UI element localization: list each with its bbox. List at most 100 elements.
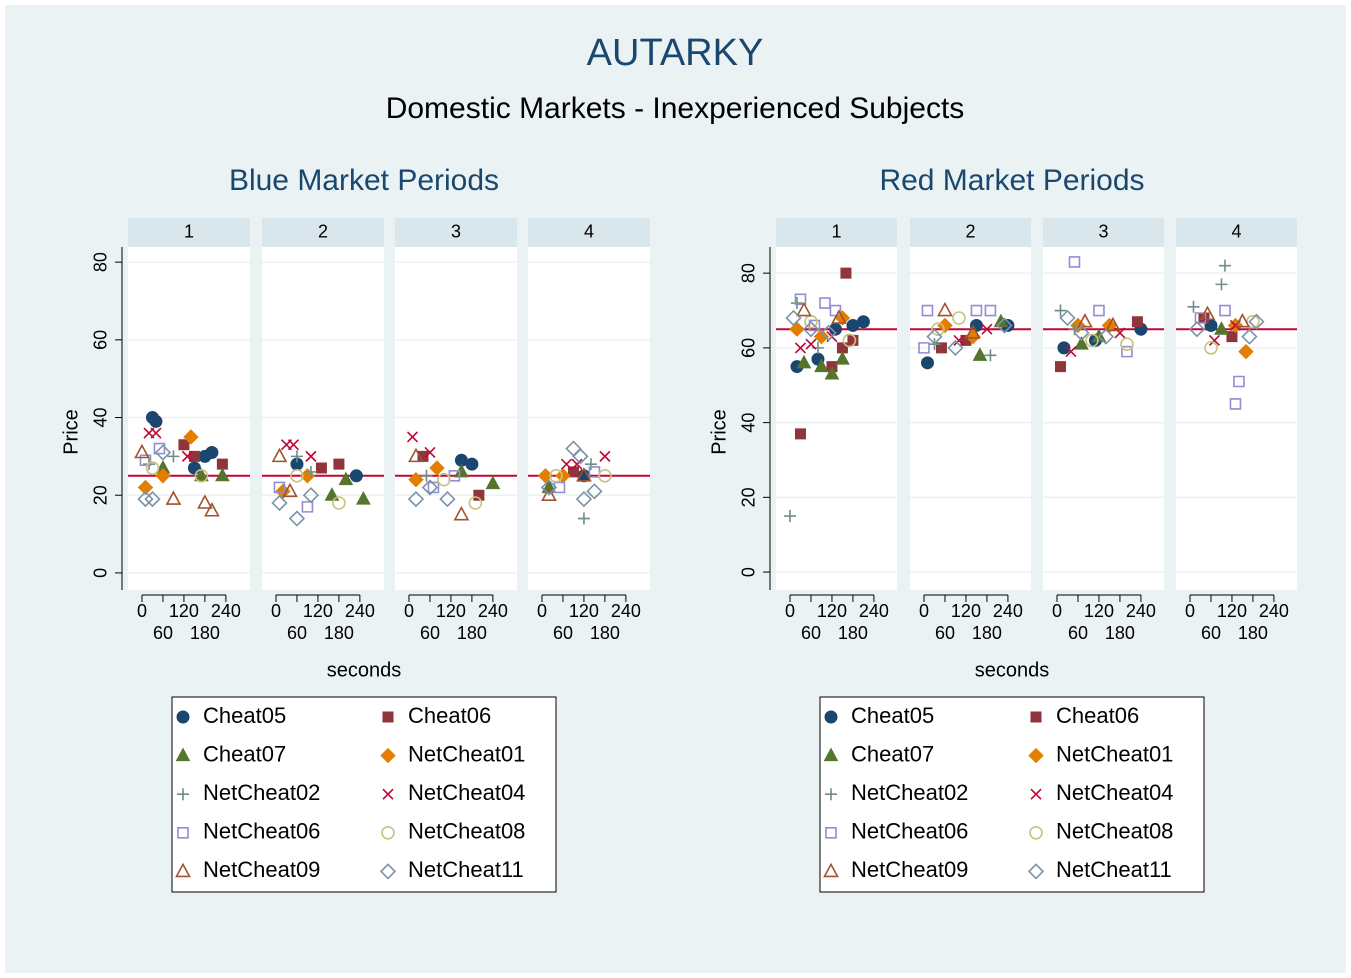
data-point bbox=[216, 458, 228, 470]
x-tick-label: 0 bbox=[1052, 601, 1062, 621]
facet-strip bbox=[1176, 218, 1297, 247]
data-point bbox=[1241, 328, 1258, 345]
legend-marker bbox=[1030, 711, 1042, 723]
x-tick-label: 0 bbox=[785, 601, 795, 621]
data-point bbox=[856, 315, 870, 329]
x-tick-label: 0 bbox=[1185, 601, 1195, 621]
data-point bbox=[215, 467, 230, 482]
y-axis-title: Price bbox=[60, 409, 82, 455]
data-point bbox=[541, 479, 557, 493]
x-axis-title: seconds bbox=[975, 659, 1050, 681]
data-point bbox=[338, 471, 354, 486]
data-point bbox=[847, 334, 859, 346]
data-point bbox=[796, 354, 812, 369]
data-point bbox=[794, 342, 807, 354]
x-tick-label: 60 bbox=[287, 623, 307, 643]
legend-label: NetCheat11 bbox=[408, 857, 524, 882]
data-point bbox=[485, 475, 501, 490]
data-point bbox=[420, 469, 433, 482]
data-point bbox=[305, 450, 317, 462]
data-point bbox=[969, 318, 983, 332]
data-point bbox=[407, 490, 425, 508]
x-tick-label: 60 bbox=[1201, 623, 1221, 643]
data-point bbox=[572, 448, 589, 465]
legend-marker bbox=[825, 788, 837, 801]
data-point bbox=[1085, 333, 1099, 348]
data-point bbox=[429, 460, 445, 476]
data-point bbox=[439, 490, 456, 508]
legend-label: Cheat07 bbox=[851, 741, 934, 766]
x-tick-label: 180 bbox=[190, 623, 220, 643]
x-tick-label: 60 bbox=[420, 623, 440, 643]
data-point bbox=[984, 304, 997, 317]
data-point bbox=[349, 469, 363, 483]
plot-area bbox=[262, 247, 384, 590]
legend-marker bbox=[1028, 747, 1044, 764]
data-point bbox=[315, 462, 327, 474]
data-point bbox=[829, 304, 842, 317]
legend-box bbox=[819, 696, 1205, 893]
y-tick-label: 80 bbox=[91, 252, 111, 272]
legend-label: NetCheat09 bbox=[851, 857, 968, 882]
data-point bbox=[1077, 313, 1093, 328]
legend-marker bbox=[382, 788, 394, 800]
data-point bbox=[970, 304, 983, 317]
legend-marker bbox=[825, 827, 837, 839]
data-point bbox=[332, 496, 346, 510]
x-tick-label: 0 bbox=[919, 601, 929, 621]
data-point bbox=[947, 339, 964, 357]
data-point bbox=[794, 428, 806, 440]
legend-label: Cheat06 bbox=[408, 703, 491, 728]
data-point bbox=[287, 439, 300, 451]
data-point bbox=[813, 328, 830, 345]
x-tick-label: 240 bbox=[611, 601, 641, 621]
figure-subtitle: Domestic Markets - Inexperienced Subject… bbox=[386, 92, 965, 125]
panel-title: Blue Market Periods bbox=[229, 164, 499, 197]
data-point bbox=[1114, 327, 1126, 339]
legend-marker bbox=[824, 710, 838, 724]
data-point bbox=[155, 468, 171, 484]
data-point bbox=[577, 512, 590, 525]
data-point bbox=[586, 483, 603, 500]
data-point bbox=[571, 458, 583, 470]
data-point bbox=[356, 491, 371, 505]
x-tick-label: 120 bbox=[169, 601, 199, 621]
legend-label: NetCheat08 bbox=[1056, 819, 1173, 844]
data-point bbox=[178, 439, 190, 451]
x-tick-label: 60 bbox=[553, 623, 573, 643]
facet-strip bbox=[528, 218, 650, 247]
data-point bbox=[1233, 375, 1245, 388]
data-point bbox=[424, 446, 436, 459]
x-tick-label: 60 bbox=[935, 623, 955, 643]
data-point bbox=[796, 301, 812, 317]
data-point bbox=[183, 429, 199, 445]
legend-label: Cheat07 bbox=[203, 741, 286, 766]
data-point bbox=[1218, 259, 1231, 272]
data-point bbox=[465, 457, 479, 471]
data-point bbox=[540, 479, 558, 496]
data-point bbox=[198, 449, 212, 463]
data-point bbox=[984, 349, 997, 362]
data-point bbox=[996, 317, 1013, 334]
data-point bbox=[421, 479, 439, 496]
facet-strip bbox=[1043, 218, 1164, 247]
x-tick-label: 180 bbox=[1105, 623, 1135, 643]
data-point bbox=[789, 321, 805, 337]
data-point bbox=[437, 472, 451, 487]
data-point bbox=[194, 467, 209, 482]
legend-label: NetCheat11 bbox=[1056, 857, 1172, 882]
data-point bbox=[802, 321, 820, 338]
data-point bbox=[1054, 361, 1066, 373]
data-point bbox=[271, 494, 288, 512]
data-point bbox=[1131, 316, 1143, 328]
figure-title: AUTARKY bbox=[587, 32, 764, 74]
data-point bbox=[1057, 341, 1071, 355]
legend-marker bbox=[175, 747, 191, 762]
legend-marker bbox=[823, 747, 839, 762]
data-point bbox=[1238, 343, 1254, 360]
x-tick-label: 240 bbox=[993, 601, 1023, 621]
x-tick-label: 0 bbox=[137, 601, 147, 621]
x-tick-label: 180 bbox=[590, 623, 620, 643]
y-tick-label: 80 bbox=[739, 263, 759, 283]
legend-marker bbox=[176, 710, 190, 724]
